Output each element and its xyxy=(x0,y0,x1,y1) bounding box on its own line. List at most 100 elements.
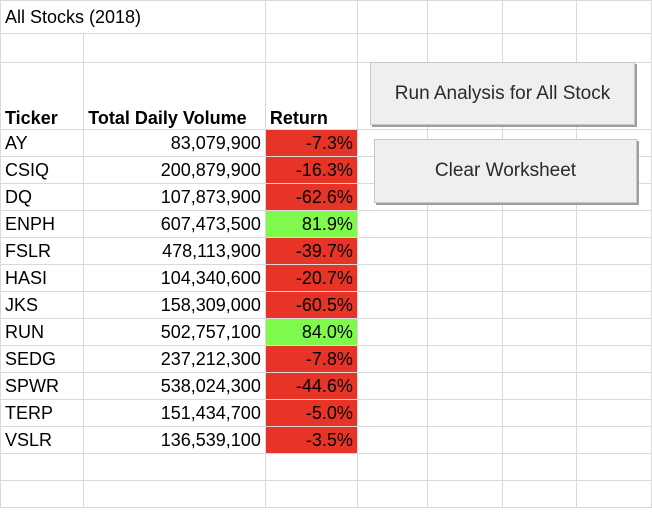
empty-cell[interactable] xyxy=(576,480,652,508)
return-cell[interactable]: 84.0% xyxy=(264,318,358,346)
empty-cell[interactable] xyxy=(427,33,503,63)
empty-cell[interactable] xyxy=(501,399,578,427)
return-cell[interactable]: -44.6% xyxy=(264,372,358,400)
empty-cell[interactable] xyxy=(356,0,429,34)
empty-cell[interactable] xyxy=(501,453,578,481)
empty-cell[interactable] xyxy=(501,291,578,319)
empty-cell[interactable] xyxy=(83,453,266,481)
run-analysis-button[interactable]: Run Analysis for All Stock xyxy=(370,62,635,125)
empty-cell[interactable] xyxy=(576,399,652,427)
empty-cell[interactable] xyxy=(501,0,578,34)
clear-worksheet-button[interactable]: Clear Worksheet xyxy=(374,139,637,203)
empty-cell[interactable] xyxy=(576,210,652,238)
return-cell[interactable]: -3.5% xyxy=(264,426,358,454)
empty-cell[interactable] xyxy=(427,453,503,481)
empty-cell[interactable] xyxy=(0,453,85,481)
empty-cell[interactable] xyxy=(427,426,503,454)
volume-cell[interactable]: 107,873,900 xyxy=(83,183,266,211)
volume-cell[interactable]: 200,879,900 xyxy=(83,156,266,184)
empty-cell[interactable] xyxy=(0,33,85,63)
volume-cell[interactable]: 237,212,300 xyxy=(83,345,266,373)
empty-cell[interactable] xyxy=(264,480,358,508)
empty-cell[interactable] xyxy=(576,426,652,454)
return-cell[interactable]: -20.7% xyxy=(264,264,358,292)
return-cell[interactable]: -62.6% xyxy=(264,183,358,211)
empty-cell[interactable] xyxy=(576,237,652,265)
empty-cell[interactable] xyxy=(576,453,652,481)
ticker-cell[interactable]: JKS xyxy=(0,291,85,319)
volume-cell[interactable]: 502,757,100 xyxy=(83,318,266,346)
empty-cell[interactable] xyxy=(501,237,578,265)
empty-cell[interactable] xyxy=(427,318,503,346)
empty-cell[interactable] xyxy=(83,33,266,63)
empty-cell[interactable] xyxy=(356,426,429,454)
ticker-cell[interactable]: HASI xyxy=(0,264,85,292)
empty-cell[interactable] xyxy=(264,33,358,63)
return-cell[interactable]: -5.0% xyxy=(264,399,358,427)
ticker-cell[interactable]: VSLR xyxy=(0,426,85,454)
volume-cell[interactable]: 607,473,500 xyxy=(83,210,266,238)
empty-cell[interactable] xyxy=(427,372,503,400)
return-cell[interactable]: -39.7% xyxy=(264,237,358,265)
sheet-title[interactable]: All Stocks (2018) xyxy=(0,0,266,34)
empty-cell[interactable] xyxy=(356,399,429,427)
empty-cell[interactable] xyxy=(576,372,652,400)
empty-cell[interactable] xyxy=(356,345,429,373)
ticker-cell[interactable]: FSLR xyxy=(0,237,85,265)
empty-cell[interactable] xyxy=(501,372,578,400)
empty-cell[interactable] xyxy=(501,426,578,454)
ticker-cell[interactable]: AY xyxy=(0,129,85,157)
empty-cell[interactable] xyxy=(356,372,429,400)
empty-cell[interactable] xyxy=(356,291,429,319)
empty-cell[interactable] xyxy=(427,264,503,292)
ticker-cell[interactable]: SPWR xyxy=(0,372,85,400)
ticker-cell[interactable]: CSIQ xyxy=(0,156,85,184)
empty-cell[interactable] xyxy=(0,480,85,508)
empty-cell[interactable] xyxy=(356,33,429,63)
empty-cell[interactable] xyxy=(427,291,503,319)
return-cell[interactable]: -7.8% xyxy=(264,345,358,373)
empty-cell[interactable] xyxy=(576,0,652,34)
ticker-cell[interactable]: ENPH xyxy=(0,210,85,238)
empty-cell[interactable] xyxy=(576,33,652,63)
ticker-cell[interactable]: DQ xyxy=(0,183,85,211)
empty-cell[interactable] xyxy=(427,237,503,265)
empty-cell[interactable] xyxy=(264,453,358,481)
empty-cell[interactable] xyxy=(427,210,503,238)
ticker-cell[interactable]: RUN xyxy=(0,318,85,346)
volume-cell[interactable]: 538,024,300 xyxy=(83,372,266,400)
volume-cell[interactable]: 151,434,700 xyxy=(83,399,266,427)
header-return[interactable]: Return xyxy=(264,62,358,130)
volume-cell[interactable]: 158,309,000 xyxy=(83,291,266,319)
empty-cell[interactable] xyxy=(427,0,503,34)
empty-cell[interactable] xyxy=(427,345,503,373)
empty-cell[interactable] xyxy=(356,210,429,238)
empty-cell[interactable] xyxy=(356,480,429,508)
empty-cell[interactable] xyxy=(356,264,429,292)
empty-cell[interactable] xyxy=(501,345,578,373)
empty-cell[interactable] xyxy=(576,345,652,373)
return-cell[interactable]: -60.5% xyxy=(264,291,358,319)
volume-cell[interactable]: 478,113,900 xyxy=(83,237,266,265)
empty-cell[interactable] xyxy=(576,291,652,319)
volume-cell[interactable]: 136,539,100 xyxy=(83,426,266,454)
empty-cell[interactable] xyxy=(501,33,578,63)
header-total-daily-volume[interactable]: Total Daily Volume xyxy=(83,62,266,130)
empty-cell[interactable] xyxy=(427,399,503,427)
empty-cell[interactable] xyxy=(576,264,652,292)
empty-cell[interactable] xyxy=(501,210,578,238)
volume-cell[interactable]: 83,079,900 xyxy=(83,129,266,157)
header-ticker[interactable]: Ticker xyxy=(0,62,85,130)
empty-cell[interactable] xyxy=(356,318,429,346)
empty-cell[interactable] xyxy=(264,0,358,34)
empty-cell[interactable] xyxy=(501,264,578,292)
empty-cell[interactable] xyxy=(356,453,429,481)
empty-cell[interactable] xyxy=(427,480,503,508)
empty-cell[interactable] xyxy=(576,318,652,346)
empty-cell[interactable] xyxy=(356,237,429,265)
empty-cell[interactable] xyxy=(501,318,578,346)
empty-cell[interactable] xyxy=(501,480,578,508)
return-cell[interactable]: -16.3% xyxy=(264,156,358,184)
empty-cell[interactable] xyxy=(83,480,266,508)
return-cell[interactable]: -7.3% xyxy=(264,129,358,157)
